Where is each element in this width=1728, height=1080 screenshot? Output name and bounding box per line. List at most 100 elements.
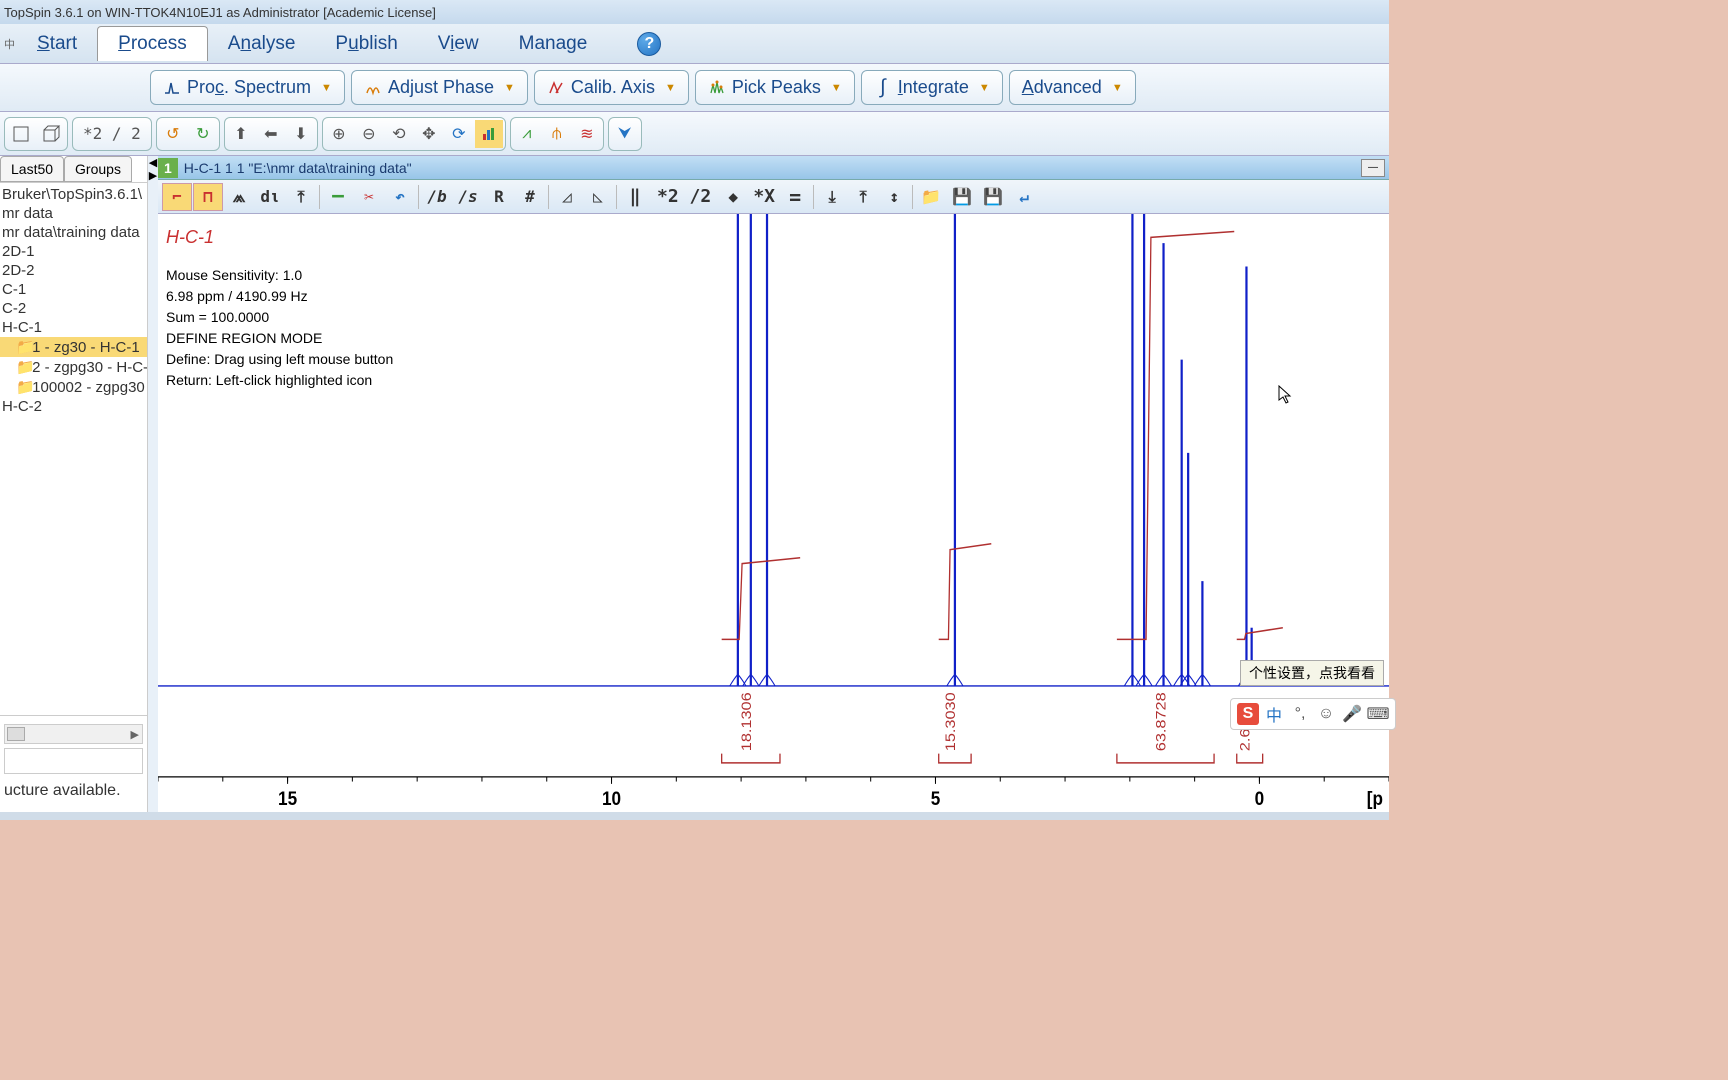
arrow-up-icon[interactable]: ⬆: [227, 120, 255, 148]
rotate-right-icon[interactable]: ↻: [189, 120, 217, 148]
double-chevron-down-icon[interactable]: ⮟: [611, 120, 639, 148]
help-icon[interactable]: ?: [637, 32, 661, 56]
up-arrow-icon[interactable]: ⤒: [848, 183, 878, 211]
plot-area[interactable]: 18.130615.303063.87282.6937151050[p H-C-…: [158, 214, 1389, 820]
arrow-group: ⬆ ⬅ ⬇: [224, 117, 318, 151]
panel-splitter[interactable]: ◀▶: [148, 156, 158, 820]
return-icon[interactable]: ↵: [1009, 183, 1039, 211]
peak-tool-2-icon[interactable]: ⫛: [543, 120, 571, 148]
tree-item[interactable]: Bruker\TopSpin3.6.1\: [0, 185, 147, 204]
peak-tool-3-icon[interactable]: ≋: [573, 120, 601, 148]
save-1-icon[interactable]: 💾: [947, 183, 977, 211]
tree-item[interactable]: C-2: [0, 299, 147, 318]
tree-item[interactable]: 2D-2: [0, 261, 147, 280]
updown-icon[interactable]: ◆: [718, 183, 748, 211]
integrate-dropdown[interactable]: ∫ Integrate▼: [861, 70, 1003, 105]
tree-item[interactable]: 📁 2 - zgpg30 - H-C-1: [0, 357, 147, 377]
arrow-down-icon[interactable]: ⬇: [287, 120, 315, 148]
minus-icon[interactable]: −: [323, 183, 353, 211]
region-tool-2-icon[interactable]: ⊓: [193, 183, 223, 211]
sidebar-tab-last50[interactable]: Last50: [0, 156, 64, 182]
sidebar-tab-groups[interactable]: Groups: [64, 156, 132, 182]
rotate-group: ↺ ↻: [156, 117, 220, 151]
tree-item[interactable]: H-C-1: [0, 318, 147, 337]
square-icon[interactable]: [7, 120, 35, 148]
cube-icon[interactable]: [37, 120, 65, 148]
zoom-reset-icon[interactable]: ⟲: [385, 120, 413, 148]
down-arrow-icon[interactable]: ⤓: [817, 183, 847, 211]
calib-axis-dropdown[interactable]: Calib. Axis▼: [534, 70, 689, 105]
updown-arrow-icon[interactable]: ↕: [879, 183, 909, 211]
hash-button[interactable]: #: [515, 183, 545, 211]
plot-info-line: 6.98 ppm / 4190.99 Hz: [166, 286, 393, 307]
scale-text-button[interactable]: *2 / 2: [75, 120, 149, 148]
tree-item[interactable]: C-1: [0, 280, 147, 299]
folder-icon[interactable]: 📁: [916, 183, 946, 211]
ime-keyboard-icon[interactable]: ⌨: [1367, 703, 1389, 725]
tree-item[interactable]: mr data\training data: [0, 223, 147, 242]
menu-process[interactable]: Process: [97, 26, 208, 61]
refresh-icon[interactable]: ⟳: [445, 120, 473, 148]
sidebar-scrollbar[interactable]: ▶: [4, 724, 143, 744]
plot-info-title: H-C-1: [166, 224, 393, 251]
slope-icon[interactable]: /s: [453, 183, 483, 211]
menu-start[interactable]: Start: [17, 27, 97, 61]
move-icon[interactable]: ✥: [415, 120, 443, 148]
ime-s-icon[interactable]: S: [1237, 703, 1259, 725]
ime-bar[interactable]: S 中 °, ☺ 🎤 ⌨: [1230, 698, 1396, 730]
scissors-icon[interactable]: ✂: [354, 183, 384, 211]
menu-manage[interactable]: Manage: [499, 27, 608, 61]
svg-text:15: 15: [278, 787, 297, 809]
menu-view[interactable]: View: [418, 27, 499, 61]
plot-info-line: DEFINE REGION MODE: [166, 328, 393, 349]
ime-punct-icon[interactable]: °,: [1289, 703, 1311, 725]
ime-zhong-icon[interactable]: 中: [1263, 703, 1285, 725]
main-area: Last50 Groups Bruker\TopSpin3.6.1\mr dat…: [0, 156, 1389, 820]
proc-spectrum-dropdown[interactable]: Proc. Spectrum▼: [150, 70, 345, 105]
plot-info: H-C-1 Mouse Sensitivity: 1.0 6.98 ppm / …: [166, 224, 393, 391]
chevron-down-icon: ▼: [831, 82, 842, 94]
menu-bar: 中 Start Process Analyse Publish View Man…: [0, 24, 1389, 64]
svg-text:63.8728: 63.8728: [1153, 692, 1169, 751]
angle-2-icon[interactable]: ◺: [583, 183, 613, 211]
menu-publish[interactable]: Publish: [315, 27, 417, 61]
advanced-dropdown[interactable]: Advanced▼: [1009, 70, 1136, 105]
tree-item[interactable]: mr data: [0, 204, 147, 223]
icon-toolbar: *2 / 2 ↺ ↻ ⬆ ⬅ ⬇ ⊕ ⊖ ⟲ ✥ ⟳ ⩘ ⫛ ≋ ⮟: [0, 112, 1389, 156]
bias-icon[interactable]: /b: [422, 183, 452, 211]
peak-tool-1-icon[interactable]: ⩘: [513, 120, 541, 148]
arrow-left-icon[interactable]: ⬅: [257, 120, 285, 148]
sidebar: Last50 Groups Bruker\TopSpin3.6.1\mr dat…: [0, 156, 148, 820]
sidebar-input[interactable]: [4, 748, 143, 774]
r-button[interactable]: R: [484, 183, 514, 211]
adjust-phase-dropdown[interactable]: Adjust Phase▼: [351, 70, 528, 105]
rotate-left-icon[interactable]: ↺: [159, 120, 187, 148]
ime-mic-icon[interactable]: 🎤: [1341, 703, 1363, 725]
zoom-out-icon[interactable]: ⊖: [355, 120, 383, 148]
tree-item[interactable]: 📁 100002 - zgpg30 -: [0, 377, 147, 397]
scale-text[interactable]: *2 /2: [651, 183, 717, 211]
sidebar-tabs: Last50 Groups: [0, 156, 147, 183]
chevron-down-icon: ▼: [504, 82, 515, 94]
delete-peak-icon[interactable]: dι: [255, 183, 285, 211]
chart-icon[interactable]: [475, 120, 503, 148]
angle-1-icon[interactable]: ◿: [552, 183, 582, 211]
cut-peak-icon[interactable]: ⤒: [286, 183, 316, 211]
peak-edit-icon[interactable]: ⩕: [224, 183, 254, 211]
region-tool-1-icon[interactable]: ⌐: [162, 183, 192, 211]
menu-analyse[interactable]: Analyse: [208, 27, 316, 61]
tree-item[interactable]: 2D-1: [0, 242, 147, 261]
svg-text:0: 0: [1255, 787, 1265, 809]
tree-item[interactable]: H-C-2: [0, 397, 147, 416]
save-2-icon[interactable]: 💾: [978, 183, 1008, 211]
tree-item[interactable]: 📁 1 - zg30 - H-C-1: [0, 337, 147, 357]
minimize-icon[interactable]: —: [1361, 159, 1385, 177]
star-x-button[interactable]: *X: [749, 183, 779, 211]
pause-icon[interactable]: ‖: [620, 183, 650, 211]
ime-emoji-icon[interactable]: ☺: [1315, 703, 1337, 725]
zoom-in-icon[interactable]: ⊕: [325, 120, 353, 148]
undo-icon[interactable]: ↶: [385, 183, 415, 211]
pick-peaks-dropdown[interactable]: Pick Peaks▼: [695, 70, 855, 105]
equals-button[interactable]: =: [780, 183, 810, 211]
calib-icon: [547, 79, 565, 97]
